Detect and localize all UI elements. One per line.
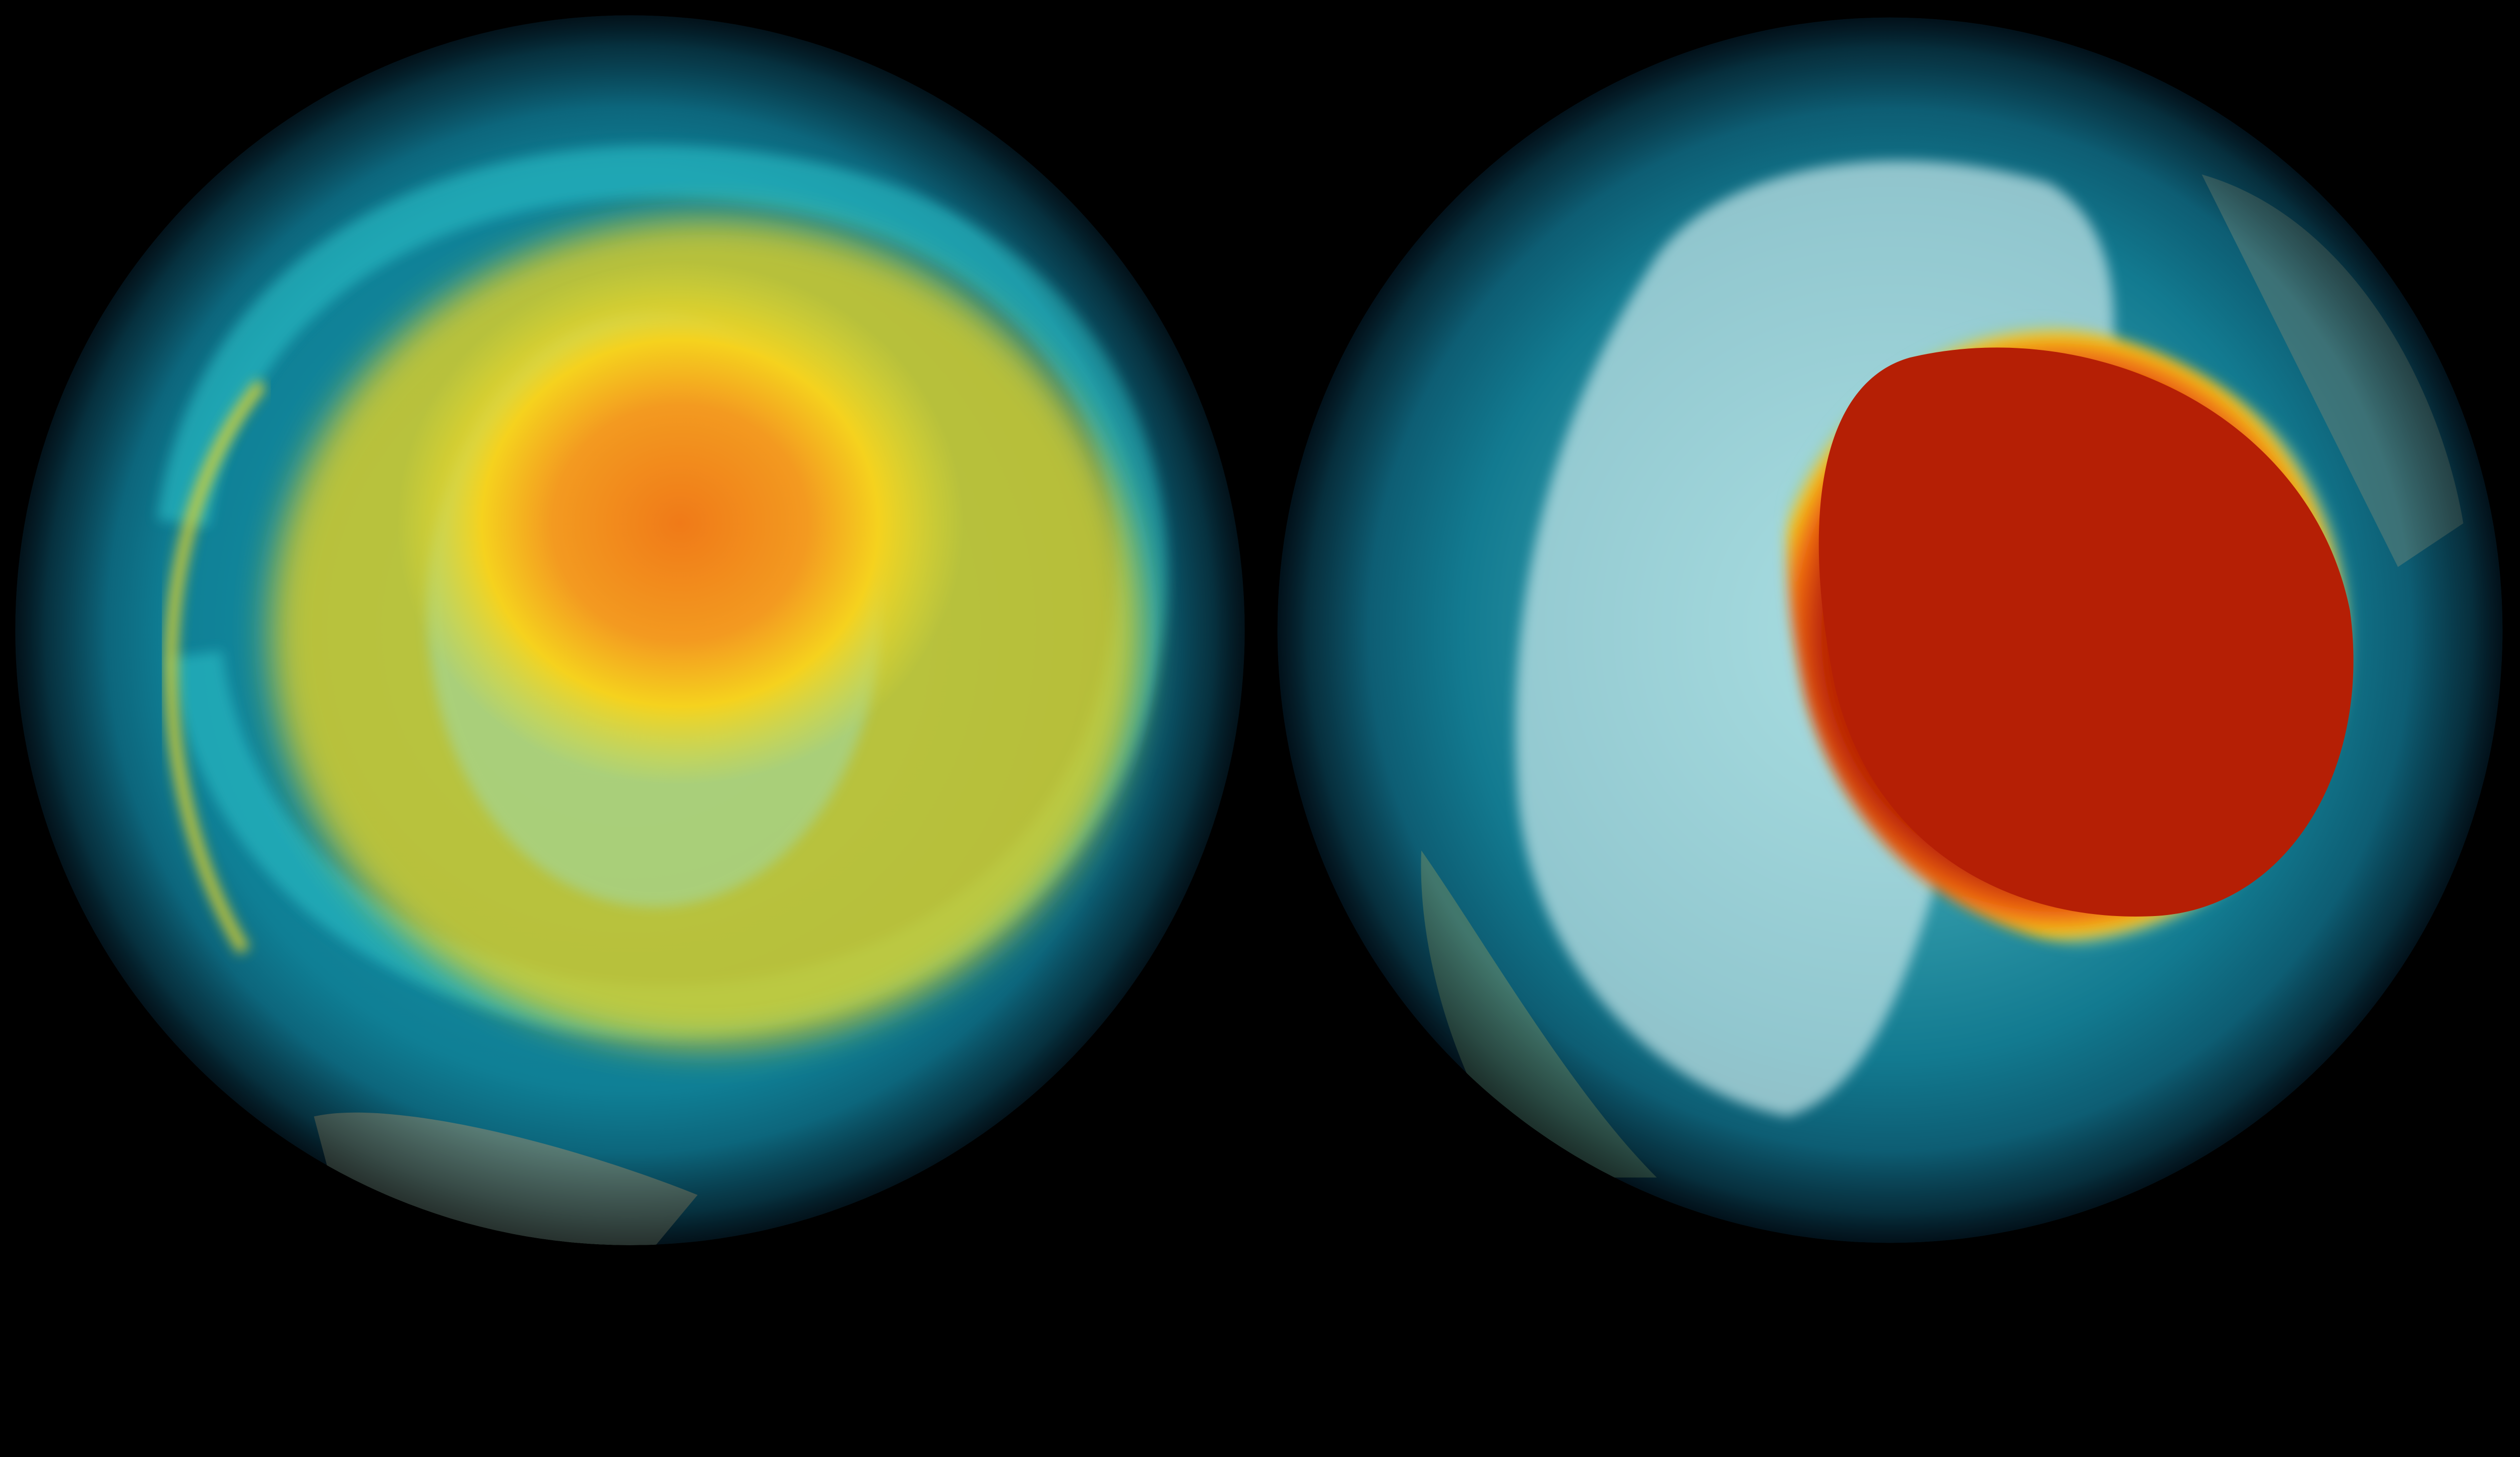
left-globe: [15, 15, 1245, 1245]
globe-visualization: [15, 15, 2503, 1245]
right-globe: [1277, 17, 2503, 1243]
